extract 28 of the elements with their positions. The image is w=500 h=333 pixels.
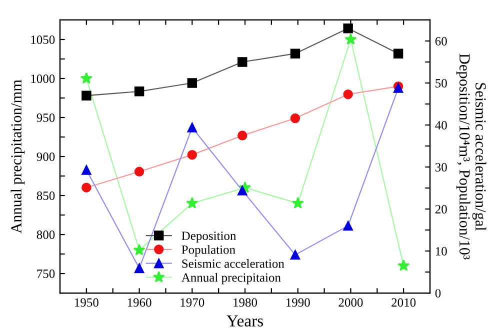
y-tick-label: 900 [36, 152, 55, 161]
y-tick-label: 850 [36, 192, 55, 200]
y2-tick-label: 20 [435, 205, 447, 214]
y-axis-title: Annual precipitation/mm [10, 80, 25, 234]
y-tick-label: 800 [36, 230, 55, 239]
y2-tick-label: 60 [435, 37, 447, 46]
y2-axis-title: Seismic acceleration/gal Deposition/10⁴m³, Population/10³ [456, 54, 486, 260]
y2-tick-label: 50 [436, 79, 447, 88]
y-tick-label: 950 [36, 114, 55, 122]
x-tick-label: 1960 [128, 298, 152, 307]
x-axis-title: Years [226, 315, 263, 327]
x-tick-label: 1970 [180, 298, 204, 307]
x-tick-label: 1990 [286, 298, 310, 307]
legend-label: Seismic acceleration [182, 259, 284, 268]
y2-tick-label: 10 [436, 247, 447, 256]
y-tick-label: 1000 [31, 74, 55, 83]
y-tick-label: 750 [37, 270, 55, 278]
x-tick-label: 1980 [234, 298, 258, 307]
y-tick-label: 1050 [31, 36, 55, 44]
y2-tick-label: 0 [435, 289, 441, 298]
legend-label: Annual precipitaion [181, 272, 281, 284]
y2-tick-label: 30 [435, 163, 447, 172]
y2-tick-label: 40 [435, 121, 447, 130]
legend-label: Deposition [182, 232, 236, 243]
x-tick-label: 2010 [392, 298, 416, 307]
x-tick-label: 2000 [338, 298, 363, 307]
x-tick-label: 1950 [75, 298, 98, 307]
legend-label: Population [182, 245, 236, 256]
